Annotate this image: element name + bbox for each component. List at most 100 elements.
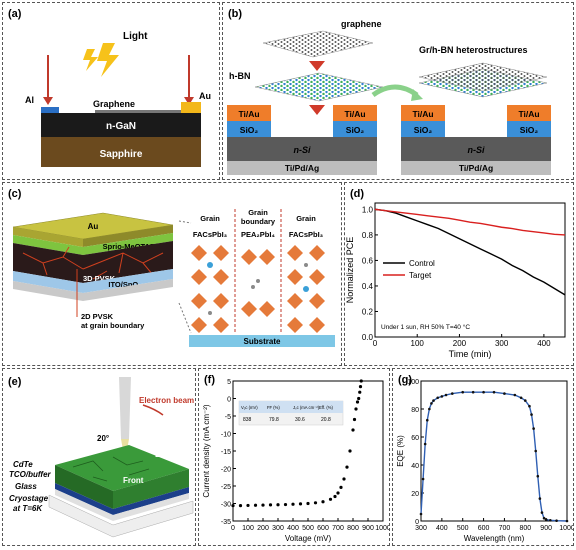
y-tick-label: 0.8: [362, 231, 374, 240]
y-tick-label: 0.0: [362, 333, 374, 342]
y-tick-label: -5: [225, 414, 231, 421]
right-sio2-2: [507, 121, 551, 137]
cryostage: [48, 494, 194, 538]
data-point: [358, 390, 362, 394]
glass-layer: [13, 279, 173, 301]
data-point: [536, 474, 540, 478]
series-line-1: [374, 208, 566, 296]
beam-pointer: [142, 404, 164, 416]
plot-frame: [420, 380, 568, 522]
data-point: [313, 501, 318, 505]
param-table-header-cell: Jₛc (mA cm⁻²): [293, 405, 320, 410]
chart-f-label: (f): [204, 374, 215, 386]
y-tick-label: -35: [221, 519, 231, 526]
x-tick-label: 100: [411, 339, 425, 348]
data-point: [544, 518, 548, 521]
data-point: [532, 427, 535, 430]
data-point: [523, 399, 527, 402]
data-point: [425, 418, 429, 422]
y-tick-label: 20: [411, 491, 419, 498]
y-tick-label: -25: [221, 484, 231, 491]
left-tiau-1-label: Ti/Au: [238, 109, 259, 119]
data-point: [261, 503, 265, 507]
au-contact: [181, 102, 201, 113]
y-axis-label: Normalized PCE: [345, 237, 355, 304]
data-point: [513, 393, 517, 397]
ebeam-label: Electron beam: [139, 396, 194, 405]
front-label: Front: [123, 476, 144, 485]
data-point: [291, 502, 295, 506]
zoom-line-bottom: [178, 302, 192, 334]
octahedra-grid: [191, 245, 325, 333]
x-axis-label: Wavelength (nm): [464, 534, 525, 543]
right-arrow-head: [184, 97, 194, 105]
down-arrow-1: [309, 61, 325, 71]
ngan-layer: [41, 113, 201, 137]
y-tick-label: 60: [411, 435, 419, 442]
left-nsi: [227, 137, 377, 161]
glass-layer: [55, 489, 189, 521]
left-tiau-1: [227, 105, 271, 121]
chart-g-label: (g): [398, 374, 412, 386]
panel-e-diagram: (e) Electron beam 20° Back Front CdTe TC…: [8, 376, 194, 538]
right-sio2-2-label: SiO₂: [520, 125, 539, 135]
hetero-label: Gr/h-BN heterostructures: [419, 45, 528, 55]
panel-b-label: (b): [228, 8, 242, 20]
grain-label-3: Grain: [296, 214, 316, 223]
cdte-label: CdTe: [13, 460, 33, 469]
cdte-side-face: [55, 465, 113, 509]
data-point: [357, 396, 361, 401]
panel-a-label: (a): [8, 8, 22, 20]
x-tick-label: 500: [457, 525, 469, 532]
data-point: [352, 417, 357, 422]
spiro-layer: [13, 233, 173, 255]
facs-label-1: FACsPbI₃: [193, 230, 228, 239]
x-tick-label: 900: [362, 525, 374, 532]
right-tiau-2-label: Ti/Au: [518, 109, 539, 119]
data-point: [503, 392, 506, 395]
graphene-label: Graphene: [93, 99, 135, 109]
data-point: [444, 393, 448, 397]
series-line-1: [420, 391, 568, 522]
param-table-header-cell: Vₒc (mV): [241, 405, 258, 410]
cdte-front-face: [113, 469, 189, 509]
right-sio2-1-label: SiO₂: [414, 125, 433, 135]
beam-column: [119, 377, 131, 439]
right-tiau-1-label: Ti/Au: [412, 109, 433, 119]
x-tick-label: 200: [257, 525, 269, 532]
x-tick-label: 1000: [375, 525, 389, 532]
zoom-line-top: [178, 220, 192, 224]
y-tick-label: 0: [227, 397, 231, 404]
chart-d-label: (d): [350, 188, 364, 200]
cdte-top-face: [55, 445, 189, 491]
right-tipdag: [401, 161, 551, 175]
x-tick-label: 900: [540, 525, 552, 532]
x-tick-label: 800: [519, 525, 531, 532]
x-axis-label: Voltage (mV): [285, 534, 332, 543]
data-point: [333, 494, 337, 499]
y-tick-label: 80: [411, 407, 419, 414]
hbn-label: h-BN: [229, 71, 251, 81]
left-sio2-1: [227, 121, 271, 137]
x-tick-label: 700: [499, 525, 511, 532]
data-point: [276, 503, 280, 507]
x-tick-label: 800: [347, 525, 359, 532]
left-tiau-2: [333, 105, 377, 121]
hbn-sheet: [254, 72, 384, 102]
series-line-2: [374, 208, 566, 236]
pvsk-3d-layer: [13, 241, 173, 283]
data-point: [283, 502, 288, 507]
data-point: [492, 390, 496, 394]
data-point: [430, 402, 433, 405]
data-point: [555, 519, 558, 523]
left-nsi-label: n-Si: [294, 145, 311, 155]
y-axis-label: Current density (mA cm⁻²): [202, 404, 211, 497]
down-arrow-2: [309, 105, 325, 115]
right-sio2-1: [401, 121, 445, 137]
y-tick-label: 0.6: [362, 256, 374, 265]
facs-label-2: FACsPbI₃: [289, 230, 324, 239]
grain-label-1: Grain: [200, 214, 220, 223]
pea-label: PEA₂PbI₄: [241, 230, 275, 239]
x-tick-label: 300: [272, 525, 284, 532]
x-tick-label: 400: [287, 525, 299, 532]
